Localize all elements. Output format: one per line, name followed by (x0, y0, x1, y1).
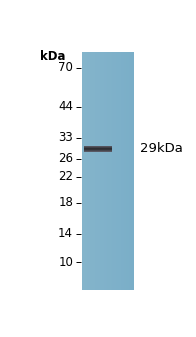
Text: 10: 10 (58, 256, 73, 269)
Text: 29kDa: 29kDa (140, 143, 183, 155)
Text: 44: 44 (58, 100, 73, 113)
Text: 26: 26 (58, 152, 73, 165)
Text: kDa: kDa (40, 50, 65, 63)
Text: 14: 14 (58, 227, 73, 240)
Text: 33: 33 (58, 131, 73, 144)
Text: 22: 22 (58, 170, 73, 183)
Text: 70: 70 (58, 61, 73, 74)
Text: 18: 18 (58, 196, 73, 209)
